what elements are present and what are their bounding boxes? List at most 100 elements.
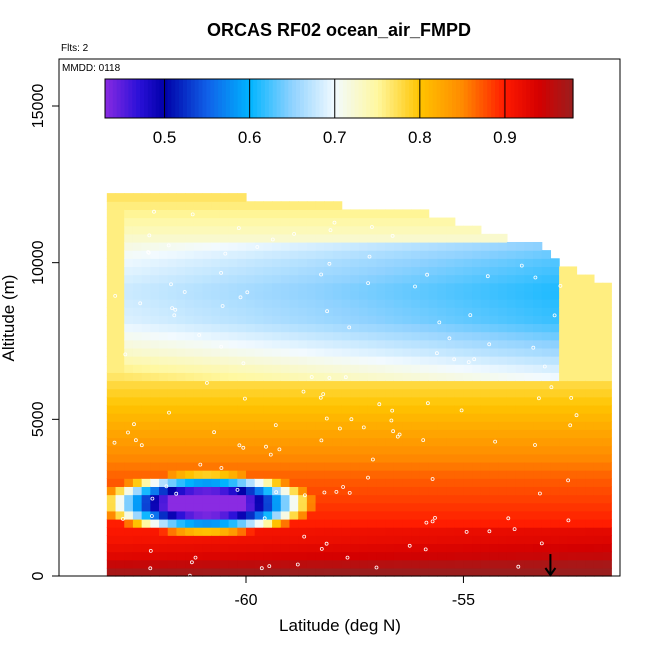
heatmap-cell bbox=[115, 225, 125, 235]
heatmap-cell bbox=[211, 347, 221, 357]
heatmap-cell bbox=[324, 413, 334, 422]
colorbar-swatch bbox=[171, 79, 176, 118]
sample-point bbox=[173, 307, 178, 312]
heatmap-cell bbox=[106, 209, 117, 219]
heatmap-cell bbox=[246, 250, 256, 259]
heatmap-cell bbox=[567, 299, 578, 308]
heatmap-cell bbox=[454, 364, 465, 373]
heatmap-cell bbox=[315, 225, 325, 235]
heatmap-cell bbox=[106, 315, 117, 325]
heatmap-cell bbox=[246, 290, 256, 300]
heatmap-cell bbox=[289, 437, 299, 447]
heatmap-cell bbox=[515, 437, 525, 447]
heatmap-cell bbox=[124, 339, 134, 349]
heatmap-cell bbox=[350, 421, 360, 430]
heatmap-cell bbox=[289, 559, 299, 569]
heatmap-cell bbox=[237, 478, 247, 487]
heatmap-cell bbox=[237, 193, 247, 202]
heatmap-cell bbox=[550, 567, 560, 577]
heatmap-cell bbox=[550, 364, 560, 373]
heatmap-cell bbox=[402, 470, 412, 479]
heatmap-cell bbox=[289, 217, 299, 227]
heatmap-cell bbox=[367, 315, 378, 325]
heatmap-cell bbox=[246, 527, 256, 536]
heatmap-cell bbox=[246, 315, 256, 325]
heatmap-cell bbox=[359, 502, 369, 512]
heatmap-cell bbox=[489, 510, 499, 520]
heatmap-cell bbox=[254, 323, 264, 333]
heatmap-cell bbox=[246, 502, 256, 512]
heatmap-cell bbox=[185, 258, 195, 268]
heatmap-cell bbox=[124, 347, 134, 357]
heatmap-cell bbox=[463, 347, 473, 357]
heatmap-cell bbox=[480, 559, 491, 569]
heatmap-cell bbox=[419, 445, 430, 455]
heatmap-cell bbox=[263, 461, 273, 471]
heatmap-cell bbox=[489, 266, 499, 276]
heatmap-cell bbox=[246, 396, 256, 406]
heatmap-cell bbox=[141, 290, 151, 300]
heatmap-cell bbox=[585, 518, 595, 528]
heatmap-cell bbox=[446, 356, 456, 365]
heatmap-cell bbox=[385, 445, 395, 455]
heatmap-cell bbox=[324, 494, 334, 504]
x-axis-label: Latitude (deg N) bbox=[279, 616, 401, 635]
heatmap-cell bbox=[280, 266, 291, 276]
heatmap-cell bbox=[585, 331, 595, 341]
heatmap-cell bbox=[515, 380, 525, 390]
heatmap-cell bbox=[185, 364, 195, 373]
heatmap-cell bbox=[454, 404, 465, 414]
heatmap-cell bbox=[254, 282, 264, 292]
heatmap-cell bbox=[498, 258, 508, 268]
heatmap-cell bbox=[219, 201, 230, 210]
heatmap-cell bbox=[385, 225, 395, 235]
heatmap-cell bbox=[437, 429, 447, 439]
heatmap-cell bbox=[159, 567, 169, 577]
heatmap-cell bbox=[419, 323, 430, 333]
heatmap-cell bbox=[185, 225, 195, 235]
heatmap-cell bbox=[567, 510, 578, 520]
heatmap-cell bbox=[419, 331, 430, 341]
heatmap-cell bbox=[193, 445, 204, 455]
heatmap-cell bbox=[341, 535, 351, 545]
heatmap-cell bbox=[306, 250, 317, 259]
heatmap-cell bbox=[115, 380, 125, 390]
heatmap-cell bbox=[463, 282, 473, 292]
heatmap-cell bbox=[428, 396, 438, 406]
sample-point bbox=[434, 351, 439, 356]
heatmap-cell bbox=[376, 233, 386, 243]
heatmap-cell bbox=[167, 209, 178, 219]
heatmap-cell bbox=[141, 543, 151, 553]
colorbar-swatch bbox=[452, 79, 457, 118]
heatmap-cell bbox=[585, 502, 595, 512]
heatmap-cell bbox=[472, 339, 482, 349]
heatmap-cell bbox=[124, 486, 134, 496]
heatmap-cell bbox=[280, 201, 291, 210]
colorbar-swatch bbox=[530, 79, 535, 118]
heatmap-cell bbox=[298, 225, 308, 235]
colorbar-swatch bbox=[245, 79, 250, 118]
heatmap-cell bbox=[332, 290, 343, 300]
heatmap-cell bbox=[472, 282, 482, 292]
heatmap-cell bbox=[124, 241, 134, 251]
heatmap-cell bbox=[159, 478, 169, 487]
heatmap-cell bbox=[237, 282, 247, 292]
heatmap-cell bbox=[454, 486, 465, 496]
heatmap-cell bbox=[489, 331, 499, 341]
heatmap-cell bbox=[350, 445, 360, 455]
heatmap-cell bbox=[237, 315, 247, 325]
heatmap-cell bbox=[280, 470, 291, 479]
heatmap-cell bbox=[437, 445, 447, 455]
heatmap-cell bbox=[124, 233, 134, 243]
heatmap-cell bbox=[376, 470, 386, 479]
heatmap-cell bbox=[141, 437, 151, 447]
heatmap-cell bbox=[411, 478, 421, 487]
heatmap-cell bbox=[289, 364, 299, 373]
heatmap-cell bbox=[332, 429, 343, 439]
heatmap-cell bbox=[515, 518, 525, 528]
heatmap-cell bbox=[176, 241, 186, 251]
heatmap-cell bbox=[263, 478, 273, 487]
heatmap-cell bbox=[385, 404, 395, 414]
heatmap-cell bbox=[402, 315, 412, 325]
colorbar-swatch bbox=[272, 79, 278, 118]
